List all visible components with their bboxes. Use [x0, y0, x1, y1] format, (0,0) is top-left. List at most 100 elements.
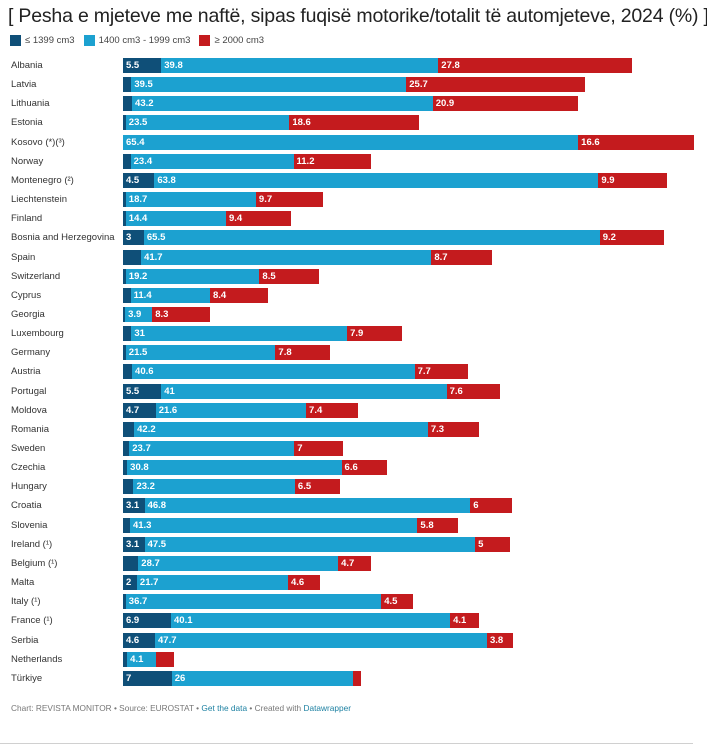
bar-segment-small — [123, 249, 142, 265]
category-label: Slovenia — [11, 519, 48, 531]
chart-footer: Chart: REVISTA MONITOR • Source: EUROSTA… — [11, 703, 351, 713]
data-label: 18.6 — [292, 117, 311, 129]
bar-segment-small — [123, 364, 133, 380]
bar-segment-medium — [133, 479, 295, 495]
data-label: 11.2 — [296, 155, 315, 167]
category-label: Serbia — [11, 634, 39, 646]
data-label: 4.6 — [290, 577, 305, 589]
data-label: 21.7 — [139, 577, 159, 589]
data-label: 4.1 — [453, 615, 467, 627]
datawrapper-link[interactable]: Datawrapper — [303, 703, 351, 713]
data-label: 11.4 — [133, 289, 152, 301]
category-label: Albania — [11, 60, 43, 71]
category-label: Spain — [11, 251, 36, 263]
data-label: 30.8 — [130, 462, 149, 474]
bar-segment-medium — [127, 651, 156, 667]
data-label: 23.2 — [136, 481, 155, 493]
bar-segment-small — [123, 594, 126, 610]
bar-segment-small — [123, 172, 155, 188]
bar-segment-small — [123, 77, 132, 93]
data-label: 23.5 — [128, 117, 148, 129]
category-label: Estonia — [11, 117, 43, 129]
data-label: 6.6 — [344, 462, 358, 474]
data-label: 47.7 — [158, 634, 177, 646]
bar-segment-small — [123, 192, 126, 208]
bar-segment-small — [123, 306, 126, 322]
bar-segment-large — [431, 249, 492, 265]
data-label: 3.9 — [128, 308, 142, 320]
bar-segment-large — [446, 383, 500, 399]
data-label: 6.5 — [297, 481, 312, 493]
data-label: 23.4 — [133, 155, 153, 167]
bar-segment-large — [438, 58, 632, 73]
bar-segment-large — [450, 613, 479, 629]
bar-segment-medium — [125, 211, 226, 227]
bar-segment-large — [406, 77, 586, 93]
bar-segment-large — [414, 364, 469, 380]
bar-segment-large — [475, 536, 510, 552]
bar-segment-medium — [171, 613, 451, 629]
data-label: 8.7 — [434, 251, 448, 263]
bar-segment-medium — [129, 441, 295, 456]
data-label: 18.7 — [128, 194, 148, 206]
data-label: 4.5 — [384, 596, 398, 608]
category-label: Belgium (¹) — [11, 557, 58, 569]
data-label: 3.1 — [126, 538, 140, 550]
bar-segment-small — [123, 58, 162, 73]
data-label: 3 — [126, 232, 132, 244]
data-label: 16.6 — [581, 136, 600, 148]
data-label: 5.5 — [126, 385, 140, 397]
bar-segment-medium — [123, 134, 579, 150]
data-label: 23.7 — [132, 443, 151, 454]
bar-segment-large — [599, 230, 664, 246]
bar-segment-small — [123, 96, 133, 112]
data-label: 4.7 — [126, 404, 140, 416]
data-label: 19.2 — [128, 270, 148, 282]
bar-segment-large — [294, 441, 343, 456]
category-label: Germany — [11, 347, 51, 359]
data-label: 41.3 — [132, 519, 152, 531]
category-label: Finland — [11, 213, 43, 225]
bar-segment-medium — [125, 306, 153, 322]
legend: ≤ 1399 cm3 1400 cm3 - 1999 cm3 ≥ 2000 cm… — [10, 35, 273, 46]
footer-created-with: Created with — [254, 703, 304, 713]
footer-source: Source: EUROSTAT — [119, 703, 194, 713]
bottom-divider — [0, 743, 693, 744]
bar-segment-medium — [125, 594, 382, 610]
bar-segment-large — [381, 594, 413, 610]
data-label: 36.7 — [128, 596, 148, 608]
data-label: 20.9 — [435, 98, 455, 110]
category-label: Portugal — [11, 385, 47, 397]
category-label: Switzerland — [11, 270, 61, 282]
bar-segment-small — [123, 115, 126, 131]
data-label: 8.5 — [262, 270, 276, 282]
legend-item-small: ≤ 1399 cm3 — [10, 35, 75, 46]
bar-segment-medium — [130, 153, 294, 169]
bar-segment-medium — [144, 536, 476, 552]
get-the-data-link[interactable]: Get the data — [201, 703, 248, 713]
data-label: 9.9 — [601, 174, 615, 186]
bar-segment-small — [123, 479, 134, 495]
bar-segment-small — [123, 441, 130, 456]
category-label: Moldova — [11, 404, 47, 416]
bar-segment-medium — [131, 77, 407, 93]
bar-segment-large — [417, 517, 458, 533]
data-label: 63.8 — [157, 174, 176, 186]
data-label: 41 — [164, 385, 175, 397]
data-label: 7.9 — [350, 328, 364, 340]
bar-segment-large — [255, 192, 324, 208]
bar-segment-medium — [132, 364, 415, 380]
bar-segment-small — [123, 211, 126, 227]
data-label: 41.7 — [144, 251, 163, 263]
bar-segment-large — [287, 575, 320, 591]
chart-title: [ Pesha e mjeteve me naftë, sipas fuqisë… — [8, 5, 707, 27]
footer-chart-credit: Chart: REVISTA MONITOR — [11, 703, 112, 713]
bar-segment-large — [293, 153, 372, 169]
category-label: Ireland (¹) — [11, 538, 53, 550]
data-label: 4.1 — [130, 653, 144, 665]
bar-segment-small — [123, 517, 130, 533]
category-label: Bosnia and Herzegovina — [11, 232, 115, 244]
category-label: Montenegro (²) — [11, 174, 74, 186]
data-label: 5 — [478, 538, 484, 550]
data-label: 43.2 — [135, 98, 154, 110]
